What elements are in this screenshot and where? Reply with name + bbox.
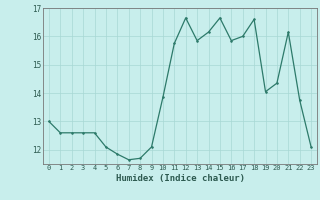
X-axis label: Humidex (Indice chaleur): Humidex (Indice chaleur) — [116, 174, 244, 183]
